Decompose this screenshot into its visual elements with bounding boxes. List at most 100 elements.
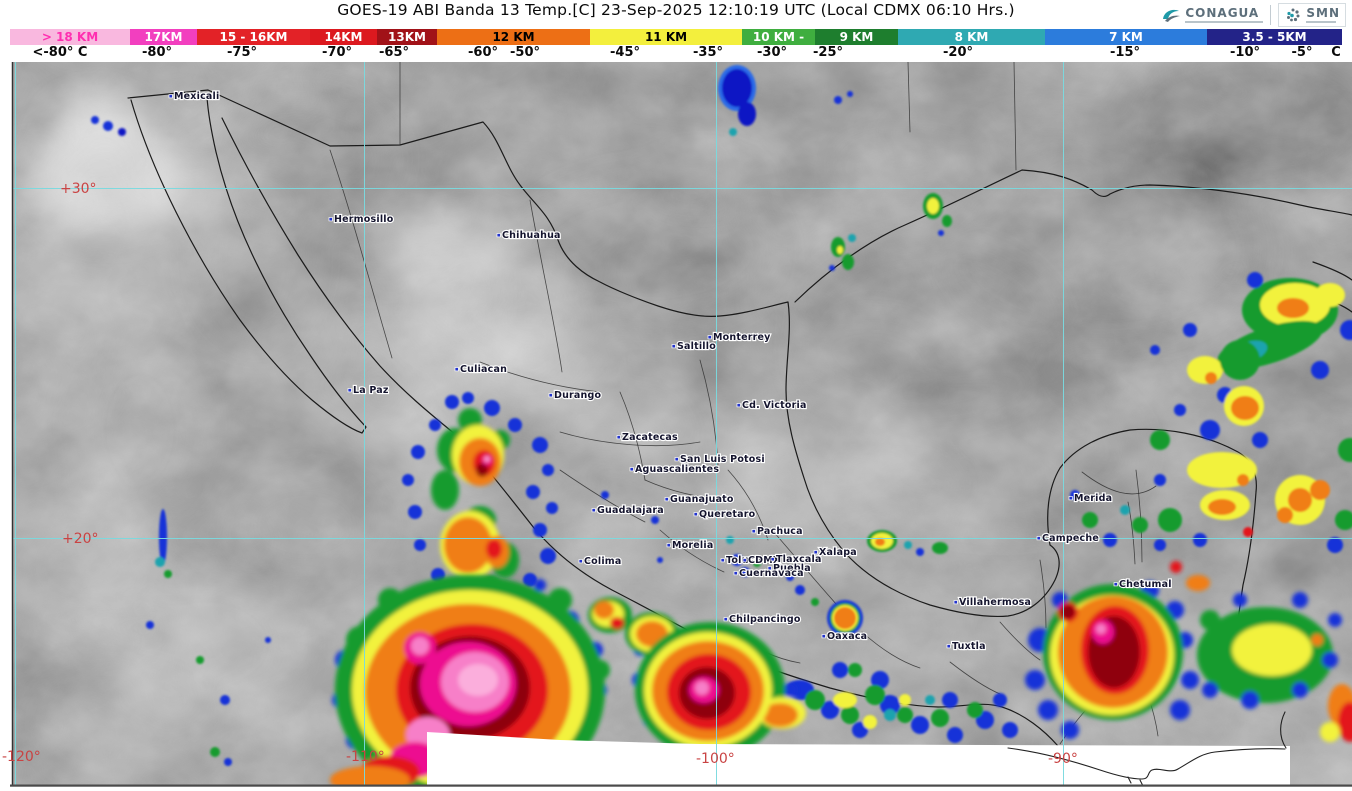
storm-cells xyxy=(91,65,1352,786)
city-name: Queretaro xyxy=(699,509,756,520)
city-dot-icon xyxy=(1036,536,1041,541)
city-name: Villahermosa xyxy=(959,597,1031,608)
altitude-color-scale: > 18 KM 17KM 15 - 16KM 14KM 13KM 12 KM 11 KM 10… xyxy=(0,29,1352,45)
city-marker: Durango xyxy=(548,389,602,402)
city-dot-icon xyxy=(671,344,676,349)
temp-label: -80° xyxy=(142,45,172,60)
temp-label: -45° xyxy=(610,45,640,60)
smn-tagline xyxy=(1306,21,1337,23)
city-marker: Culiacan xyxy=(454,363,508,376)
city-dot-icon xyxy=(751,529,756,534)
city-dot-icon xyxy=(1113,582,1118,587)
city-marker: Puebla xyxy=(767,562,812,575)
city-marker: Guadalajara xyxy=(591,504,665,517)
city-marker: Mexicali xyxy=(168,90,220,103)
city-labels: Mexicali Hermosillo Chihuahua Culiacan La Pa… xyxy=(168,90,1173,653)
city-marker: San Luis Potosi xyxy=(674,453,766,466)
grid-label: -100° xyxy=(696,751,735,767)
city-name: Xalapa xyxy=(819,547,857,558)
grid-label: -120° xyxy=(2,749,41,765)
city-name: Chilpancingo xyxy=(729,614,801,625)
city-dot-icon xyxy=(813,550,818,555)
city-name: Colima xyxy=(584,556,622,567)
city-dot-icon xyxy=(736,403,741,408)
city-dot-icon xyxy=(693,512,698,517)
legend-segment: 10 KM - xyxy=(742,29,815,45)
city-name: Cuernavaca xyxy=(739,568,804,579)
city-marker: Chihuahua xyxy=(496,229,562,242)
city-marker: Tuxtla xyxy=(946,640,987,653)
city-name: Guadalajara xyxy=(597,505,664,516)
city-marker: Cd. Victoria xyxy=(736,399,808,412)
legend-segment: 14KM xyxy=(310,29,377,45)
city-marker: Monterrey xyxy=(707,331,772,344)
city-marker: Merida xyxy=(1068,492,1113,505)
city-name: Puebla xyxy=(773,563,811,574)
legend-segment: 11 KM xyxy=(590,29,742,45)
city-dot-icon xyxy=(548,393,553,398)
temp-label: -65° xyxy=(379,45,409,60)
page-title: GOES-19 ABI Banda 13 Temp.[C] 23-Sep-202… xyxy=(337,1,1015,19)
conagua-wave-icon xyxy=(1163,9,1181,22)
conagua-logo: CONAGUA xyxy=(1161,6,1264,24)
city-dot-icon xyxy=(168,94,173,99)
city-dot-icon xyxy=(1068,496,1073,501)
city-name: La Paz xyxy=(353,385,389,396)
legend-segment: 3.5 - 5KM xyxy=(1207,29,1342,45)
smn-wordmark: SMN xyxy=(1306,6,1340,20)
temp-label: -5° xyxy=(1291,45,1313,60)
city-name: Durango xyxy=(554,390,602,401)
temp-label: -70° xyxy=(322,45,352,60)
temp-label: C xyxy=(1331,45,1341,60)
city-name: Tuxtla xyxy=(952,641,986,652)
city-marker: Colima xyxy=(578,555,622,568)
city-dot-icon xyxy=(347,388,352,393)
temp-label: -50° xyxy=(510,45,540,60)
city-dot-icon xyxy=(742,558,747,563)
city-name: Tlaxcala xyxy=(776,554,822,565)
city-marker: Villahermosa xyxy=(953,596,1032,609)
city-name: Merida xyxy=(1074,493,1112,504)
city-marker: La Paz xyxy=(347,384,390,397)
city-dot-icon xyxy=(496,233,501,238)
temp-label: <-80° C xyxy=(32,45,88,60)
city-dot-icon xyxy=(733,571,738,576)
city-marker: Guanajuato xyxy=(664,493,735,506)
temp-label: -30° xyxy=(757,45,787,60)
map-bottom-border xyxy=(10,784,1352,787)
city-name: Monterrey xyxy=(713,332,771,343)
city-dot-icon xyxy=(454,367,459,372)
legend-segment: > 18 KM xyxy=(10,29,130,45)
city-dot-icon xyxy=(616,435,621,440)
city-dot-icon xyxy=(767,566,772,571)
city-dot-icon xyxy=(953,600,958,605)
city-marker: Aguascalientes xyxy=(629,463,720,476)
city-marker: Saltillo xyxy=(671,340,717,353)
city-name: Chetumal xyxy=(1119,579,1172,590)
city-dot-icon xyxy=(328,217,333,222)
city-marker: Cuernavaca xyxy=(733,567,805,580)
temp-label: -10° xyxy=(1230,45,1260,60)
grid-labels: +30° +20° -120° -110° -100° -90° xyxy=(2,181,1078,767)
logo-divider xyxy=(1270,5,1272,25)
temp-label: -20° xyxy=(943,45,973,60)
city-dot-icon xyxy=(821,634,826,639)
city-name: Mexicali xyxy=(174,91,219,102)
city-marker: Xalapa xyxy=(813,546,858,559)
legend-segment: 15 - 16KM xyxy=(197,29,310,45)
temp-label: -25° xyxy=(813,45,843,60)
city-name: Culiacan xyxy=(460,364,507,375)
temp-label: -35° xyxy=(693,45,723,60)
city-dot-icon xyxy=(770,557,775,562)
city-marker: Zacatecas xyxy=(616,431,679,444)
lat-lon-gridlines xyxy=(12,62,1352,786)
city-name: Hermosillo xyxy=(334,214,394,225)
grid-label: -110° xyxy=(346,749,385,765)
legend-segment: 12 KM xyxy=(437,29,590,45)
city-name: Pachuca xyxy=(757,526,803,537)
city-name: San Luis Potosi xyxy=(680,454,765,465)
grid-label: +30° xyxy=(60,181,97,197)
temp-label: -75° xyxy=(227,45,257,60)
